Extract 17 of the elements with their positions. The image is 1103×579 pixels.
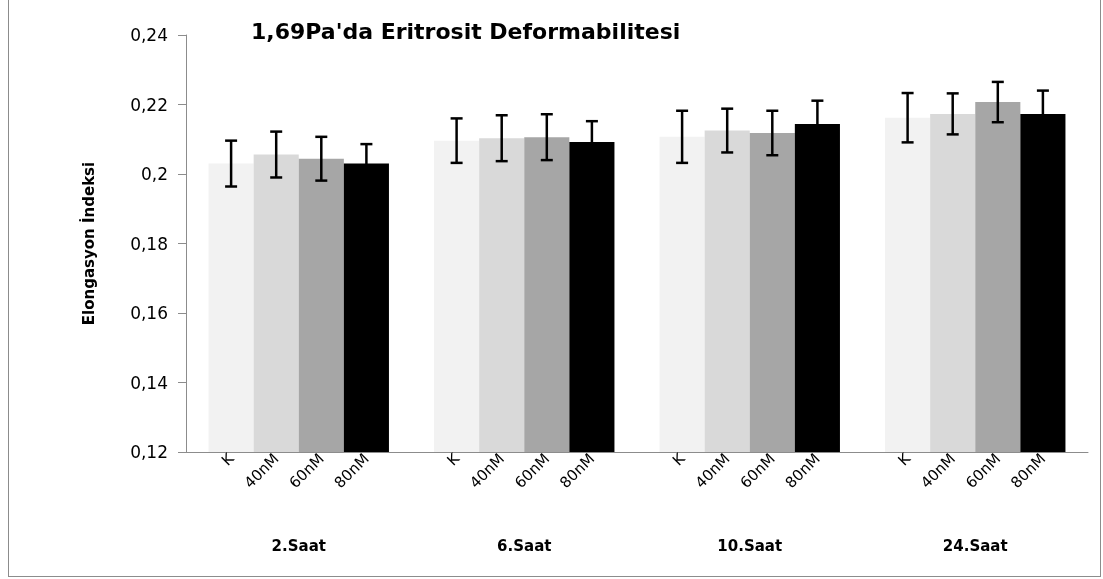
y-tick-label: 0,16 <box>130 303 168 323</box>
y-tick-label: 0,14 <box>130 372 168 393</box>
x-tick-label: 2.Saat <box>271 536 326 555</box>
y-axis-title: Elongasyon İndeksi <box>78 161 98 326</box>
y-tick-label: 0,2 <box>140 164 168 184</box>
y-tick-label: 0,24 <box>130 25 168 45</box>
y-tick-label: 0,22 <box>130 94 168 115</box>
x-tick-label: 6.Saat <box>497 536 552 555</box>
x-tick-label: 10.Saat <box>717 536 783 555</box>
y-tick-label: 0,12 <box>130 442 168 462</box>
x-tick-label: 24.Saat <box>942 536 1008 555</box>
y-tick-label: 0,18 <box>130 233 168 254</box>
text: K <box>217 448 239 470</box>
chart-title: 1,69Pa'da Eritrosit Deformabilitesi <box>251 18 681 44</box>
text: K <box>894 449 914 470</box>
text: K <box>668 449 689 470</box>
text: K <box>443 449 463 470</box>
